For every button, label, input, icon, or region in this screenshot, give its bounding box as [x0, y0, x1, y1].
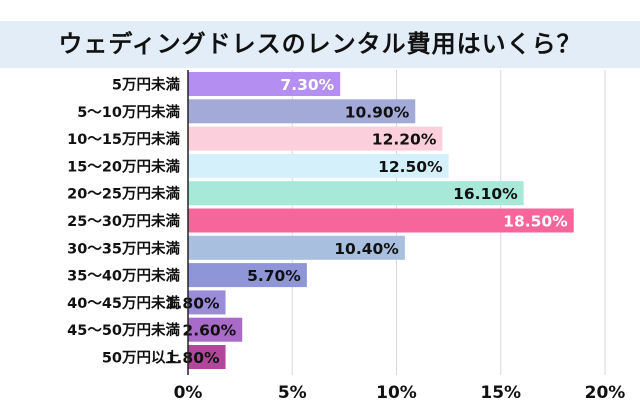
value-label-1: 10.90% — [345, 103, 410, 121]
value-label-9: 2.60% — [182, 322, 236, 340]
category-label-2: 10～15万円未満 — [67, 130, 180, 148]
value-label-0: 7.30% — [280, 76, 334, 94]
value-label-5: 18.50% — [503, 213, 568, 231]
x-tick-label-0: 0% — [174, 383, 203, 403]
value-label-2: 12.20% — [372, 131, 437, 149]
value-label-6: 10.40% — [334, 240, 399, 258]
category-label-0: 5万円未満 — [112, 76, 181, 94]
category-label-8: 40～45万円未満 — [67, 294, 180, 312]
x-tick-label-3: 15% — [480, 383, 521, 403]
x-tick-label-2: 10% — [376, 383, 417, 403]
category-label-6: 30～35万円未満 — [67, 239, 180, 257]
bar-7 — [188, 263, 307, 288]
value-label-4: 16.10% — [453, 185, 518, 203]
value-label-10: 1.80% — [166, 349, 220, 367]
x-tick-label-4: 20% — [585, 383, 626, 403]
title-band — [0, 21, 640, 68]
category-label-5: 25～30万円未満 — [67, 212, 180, 230]
value-label-3: 12.50% — [378, 158, 443, 176]
bar-1 — [188, 99, 416, 124]
bar-0 — [188, 72, 341, 96]
bar-5 — [188, 208, 574, 233]
bar-8 — [188, 290, 226, 315]
value-label-7: 5.70% — [247, 267, 301, 285]
value-label-8: 1.80% — [166, 294, 220, 312]
chart-title: ウェディングドレスのレンタル費用はいくら？ — [58, 30, 582, 58]
category-label-10: 50万円以上 — [102, 350, 181, 367]
bar-10 — [188, 345, 226, 369]
category-label-1: 5～10万円未満 — [77, 103, 180, 121]
category-label-3: 15～20万円未満 — [67, 157, 180, 175]
bar-2 — [188, 126, 443, 151]
category-label-9: 45～50万円未満 — [67, 321, 180, 339]
bar-9 — [188, 317, 243, 342]
x-tick-label-1: 5% — [278, 383, 307, 403]
bar-6 — [188, 235, 405, 260]
bar-4 — [188, 181, 524, 206]
category-label-4: 20～25万円未満 — [67, 185, 180, 203]
bar-3 — [188, 153, 449, 178]
category-label-7: 35～40万円未満 — [67, 267, 180, 285]
